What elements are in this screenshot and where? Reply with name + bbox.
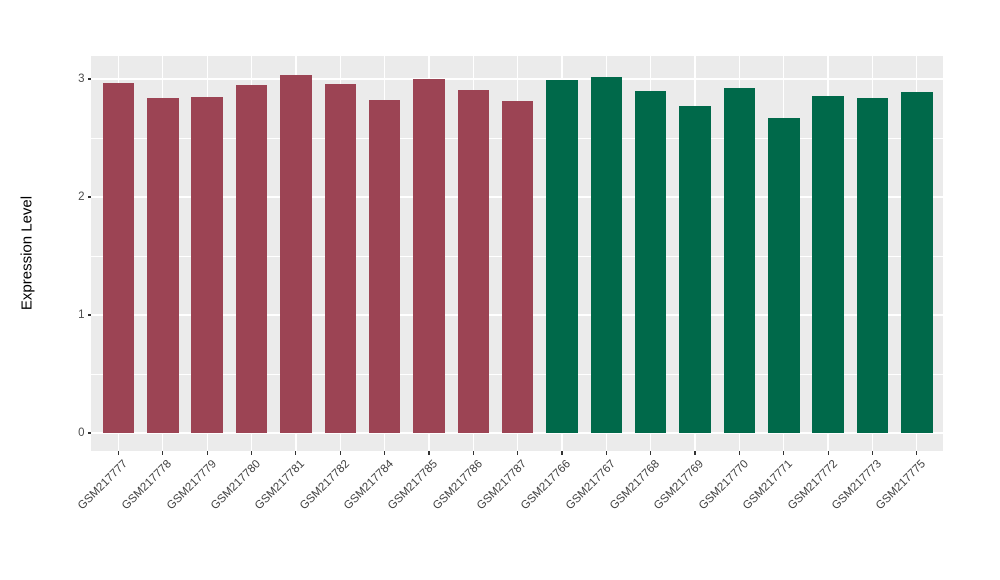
bar [546, 80, 578, 433]
bar [679, 106, 711, 433]
bar [501, 101, 534, 433]
x-tick [738, 451, 740, 455]
bar [457, 89, 490, 433]
bar [590, 76, 623, 433]
x-tick [694, 451, 696, 455]
y-axis-title: Expression Level [18, 195, 36, 311]
x-tick [561, 451, 563, 455]
plot-panel [91, 56, 943, 451]
x-tick [650, 451, 652, 455]
x-tick [605, 451, 607, 455]
bar [102, 82, 135, 433]
x-tick [871, 451, 874, 455]
x-tick [250, 451, 253, 455]
x-tick [827, 451, 829, 455]
bar [856, 97, 889, 433]
bar [235, 84, 268, 433]
bar [280, 75, 312, 433]
y-tick [87, 314, 91, 316]
y-tick-label: 1 [78, 308, 85, 321]
y-tick [87, 432, 91, 434]
x-tick [517, 451, 519, 455]
x-tick [162, 451, 164, 455]
bar [191, 96, 223, 433]
x-tick [117, 451, 120, 455]
bar [723, 88, 756, 433]
bar [324, 83, 356, 433]
x-tick [428, 451, 430, 455]
bar [634, 90, 667, 433]
y-tick [87, 196, 91, 198]
bar [413, 79, 445, 433]
bar [368, 100, 401, 433]
bar [147, 97, 179, 433]
x-tick [916, 451, 918, 455]
bar [812, 95, 844, 433]
y-tick-label: 3 [78, 72, 85, 85]
x-tick [783, 451, 785, 455]
x-tick [295, 451, 297, 455]
y-tick-label: 2 [78, 190, 85, 203]
bar [901, 91, 933, 433]
x-tick [384, 451, 386, 455]
x-tick [339, 451, 341, 455]
y-tick [87, 78, 91, 80]
bar [768, 117, 800, 433]
x-tick [472, 451, 474, 455]
y-tick-label: 0 [78, 426, 85, 439]
x-tick [206, 451, 208, 455]
